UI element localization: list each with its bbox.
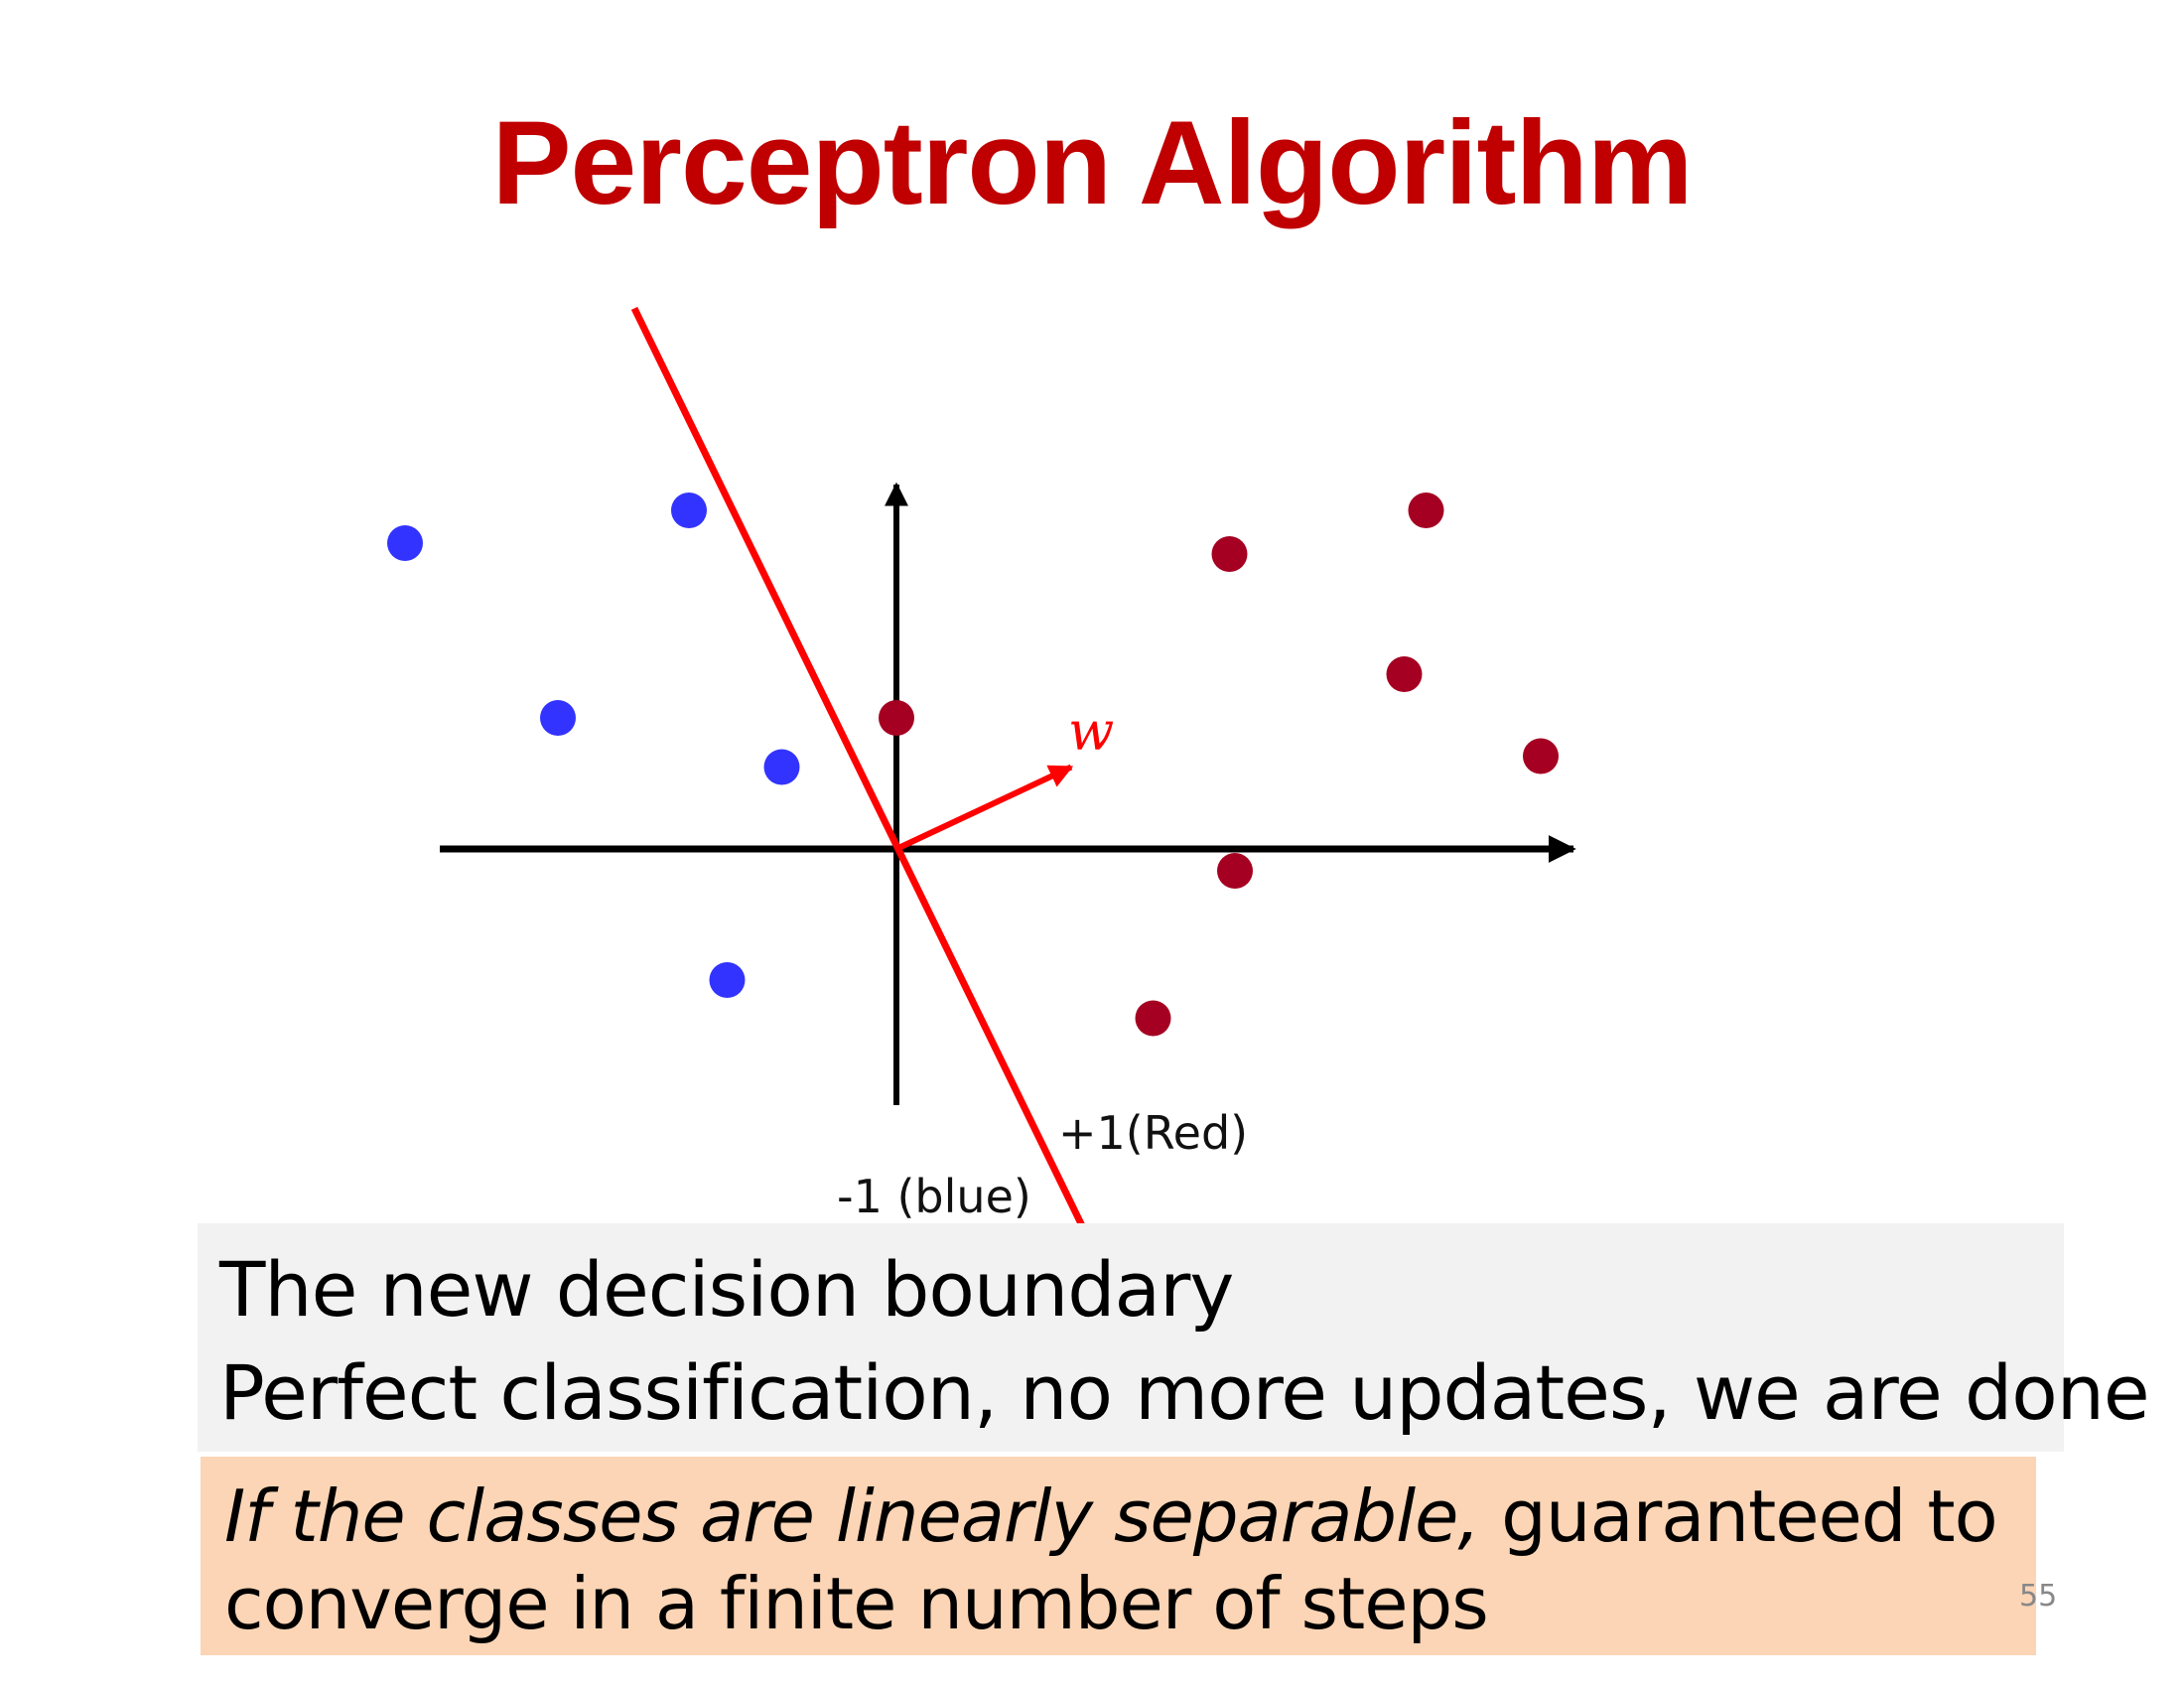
negative-point: [540, 700, 576, 736]
positive-point: [1217, 853, 1253, 889]
positive-point: [1408, 492, 1444, 528]
weight-vector-arrow: [894, 764, 1074, 852]
perceptron-diagram: w: [387, 306, 1576, 1228]
negative-class-label: -1 (blue): [837, 1170, 1031, 1223]
negative-point: [387, 525, 423, 561]
note-rest: guaranteed to: [1479, 1475, 1998, 1558]
positive-point: [1523, 738, 1559, 774]
note-emphasis: If the classes are linearly separable,: [224, 1475, 1480, 1558]
positive-point: [879, 700, 914, 736]
caption-line-2: Perfect classification, no more updates,…: [219, 1348, 2150, 1437]
weight-vector-label: w: [1068, 700, 1114, 763]
positive-point: [1211, 536, 1248, 572]
decision-boundary-line: [630, 306, 1086, 1228]
page-number: 55: [2019, 1579, 2058, 1614]
positive-point: [1386, 656, 1423, 692]
note-line-2: converge in a finite number of steps: [224, 1562, 1489, 1645]
slide-title: Perceptron Algorithm: [491, 96, 1693, 229]
negative-point: [709, 962, 746, 998]
caption-line-1: The new decision boundary: [219, 1245, 1234, 1334]
caption-box: The new decision boundary Perfect classi…: [198, 1223, 2150, 1452]
positive-class-label: +1(Red): [1058, 1106, 1249, 1160]
negative-point: [763, 749, 800, 785]
note-line-1: If the classes are linearly separable, g…: [224, 1475, 1998, 1558]
positive-point: [1135, 1000, 1171, 1037]
negative-point: [671, 492, 707, 528]
convergence-note-box: If the classes are linearly separable, g…: [201, 1457, 2036, 1655]
